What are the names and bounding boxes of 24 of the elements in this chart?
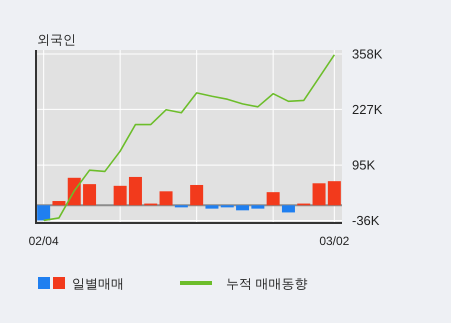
y-tick-label: 95K xyxy=(352,158,376,173)
x-tick-label: 03/02 xyxy=(319,234,350,248)
bar xyxy=(37,205,50,220)
bar xyxy=(312,183,326,206)
legend-bar: 일별매매 xyxy=(38,276,124,291)
x-tick-label: 02/04 xyxy=(28,234,59,248)
bar xyxy=(328,181,341,206)
y-tick-label: 358K xyxy=(352,46,383,62)
bar xyxy=(52,201,66,206)
bar xyxy=(160,191,173,206)
legend-label: 누적 매매동향 xyxy=(226,276,308,291)
bar xyxy=(114,186,127,206)
line-series xyxy=(42,54,336,222)
bar xyxy=(128,176,142,206)
chart-title: 외국인 xyxy=(37,32,76,47)
bar xyxy=(236,205,250,210)
bar xyxy=(282,205,295,212)
legend-label: 일별매매 xyxy=(72,276,124,291)
legend-line: 누적 매매동향 xyxy=(180,276,308,291)
y-tick-label: -36K xyxy=(352,212,380,228)
bar xyxy=(266,192,280,206)
bar xyxy=(190,184,204,206)
bar xyxy=(83,184,96,206)
y-tick-label: 227K xyxy=(352,102,383,117)
